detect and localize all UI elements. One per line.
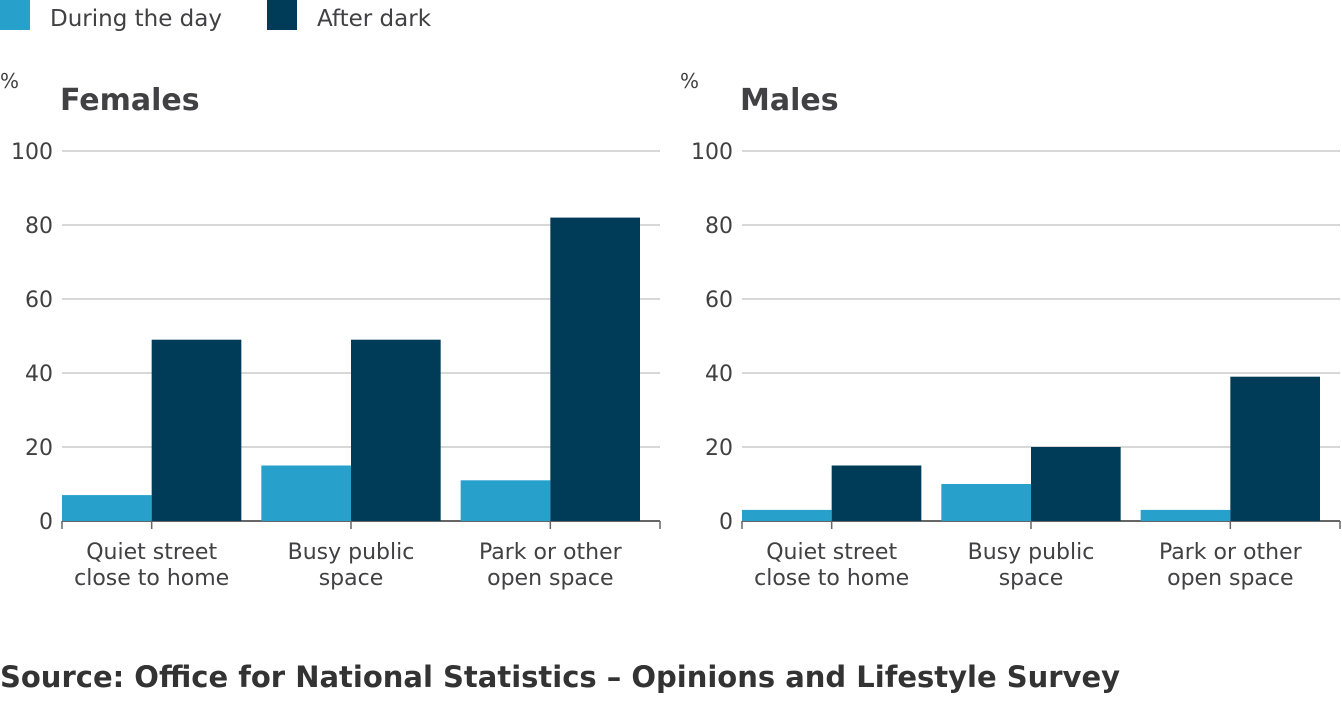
y-tick-label: 100 [691,140,733,165]
y-tick-label: 20 [705,436,733,461]
x-tick-label: Park or other [1159,540,1303,565]
y-unit-label: % [680,69,699,93]
bar-dark [1031,447,1121,521]
x-tick-label: Quiet street [86,540,217,565]
x-tick-label: space [319,566,384,591]
y-tick-label: 100 [11,140,53,165]
bar-day [1140,509,1231,521]
bar-dark [351,339,441,521]
bar-day [941,484,1031,521]
x-tick-label: open space [487,566,613,591]
chart-title: Males [740,83,839,118]
bar-dark [151,339,242,521]
y-tick-label: 80 [25,214,53,239]
x-tick-label: close to home [74,566,229,591]
bar-day [742,509,832,521]
bar-day [460,480,551,521]
y-tick-label: 40 [25,362,53,387]
x-tick-label: Busy public [968,540,1095,565]
bar-dark [831,465,922,521]
y-tick-label: 40 [705,362,733,387]
bar-dark [550,217,640,521]
x-tick-label: Quiet street [766,540,897,565]
legend-label-day: During the day [50,6,222,32]
bar-day [62,495,152,521]
legend-label-dark: After dark [317,6,432,32]
y-tick-label: 0 [39,510,53,535]
x-tick-label: Park or other [479,540,623,565]
y-unit-label: % [0,69,19,93]
chart-title: Females [60,83,200,118]
x-tick-label: close to home [754,566,909,591]
source-note: Source: Office for National Statistics –… [0,660,1121,694]
y-tick-label: 80 [705,214,733,239]
legend-swatch-day [0,0,30,30]
x-tick-label: open space [1167,566,1293,591]
x-tick-label: Busy public [288,540,415,565]
y-tick-label: 0 [719,510,733,535]
x-tick-label: space [999,566,1064,591]
y-tick-label: 60 [705,288,733,313]
y-tick-label: 60 [25,288,53,313]
legend-swatch-dark [267,0,297,30]
bar-dark [1230,376,1320,521]
bar-day [261,465,351,521]
y-tick-label: 20 [25,436,53,461]
